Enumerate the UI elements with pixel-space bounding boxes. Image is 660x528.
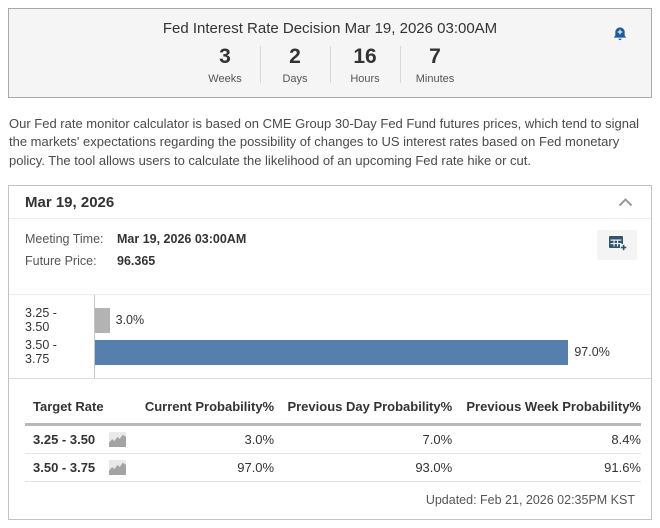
prev-day-probability-value: 93.0% [274,453,453,483]
sparkline-icon [109,432,127,450]
countdown-hours-value: 16 [353,45,377,68]
sparkline-icon [109,460,127,478]
countdown-minutes-unit: Minutes [415,73,455,85]
countdown-hours: 16 Hours [331,44,400,85]
header-prev-week-probability: Previous Week Probability% [452,391,641,427]
table-row: 3.50 - 3.75 97.0% [25,453,641,483]
prev-day-probability-value: 7.0% [274,424,453,455]
meeting-time-row: Meeting Time: Mar 19, 2026 03:00AM [25,232,635,246]
countdown-days: 2 Days [261,44,330,85]
probability-bar [95,339,569,365]
collapse-button[interactable] [616,196,635,209]
bar-value-label: 97.0% [574,345,610,360]
add-alert-button[interactable] [609,24,631,46]
event-countdown-box: Fed Interest Rate Decision Mar 19, 2026 … [8,8,652,98]
countdown-divider [259,46,261,83]
header-target-rate: Target Rate [25,391,135,427]
meeting-card: Mar 19, 2026 Meeting Time: Mar 19, 2026 … [8,185,652,521]
open-chart-button[interactable] [109,432,127,450]
tool-description: Our Fed rate monitor calculator is based… [9,116,640,168]
chart-axis-line [94,295,95,379]
bell-plus-icon [612,26,628,45]
countdown: 3 Weeks 2 Days 16 Hours 7 Minutes [9,44,651,85]
target-rate-value: 3.50 - 3.75 [33,460,96,476]
future-price-label: Future Price: [25,254,97,269]
countdown-minutes: 7 Minutes [401,44,470,85]
countdown-days-unit: Days [282,73,308,85]
card-title: Mar 19, 2026 [25,194,115,212]
countdown-weeks-unit: Weeks [208,73,242,85]
bar-category-label: 3.50 - 3.75 [25,338,57,367]
prev-week-probability-value: 8.4% [452,424,641,455]
chevron-up-icon [618,195,633,210]
current-probability-value: 3.0% [134,424,275,455]
bar-row-2: 3.50 - 3.75 97.0% [9,336,651,368]
bar-value-label: 3.0% [115,313,145,328]
target-rate-value: 3.25 - 3.50 [33,432,96,448]
header-current-probability: Current Probability% [134,391,275,427]
bar-row-1: 3.25 - 3.50 3.0% [9,304,651,336]
countdown-divider [399,46,401,83]
countdown-days-value: 2 [289,45,301,68]
probability-table: Target Rate Current Probability% Previou… [25,391,641,483]
countdown-minutes-value: 7 [429,45,441,68]
prev-week-probability-value: 91.6% [452,453,641,483]
countdown-hours-unit: Hours [350,73,380,85]
add-to-calendar-button[interactable] [597,230,637,261]
header-prev-day-probability: Previous Day Probability% [274,391,453,427]
countdown-weeks: 3 Weeks [191,44,260,85]
calendar-plus-icon [608,235,627,255]
event-title: Fed Interest Rate Decision Mar 19, 2026 … [162,20,498,37]
meeting-time-value: Mar 19, 2026 03:00AM [117,232,247,247]
current-probability-value: 97.0% [134,453,275,483]
table-row: 3.25 - 3.50 3.0% [25,424,641,455]
bar-category-label: 3.25 - 3.50 [25,306,57,335]
probability-bar [95,307,110,333]
meeting-time-label: Meeting Time: [25,232,104,247]
open-chart-button[interactable] [109,460,127,478]
future-price-value: 96.365 [117,254,156,269]
card-header[interactable]: Mar 19, 2026 [9,186,651,220]
probability-bar-chart: 3.25 - 3.50 3.0% 3.50 - 3.75 97.0% [9,294,651,380]
updated-timestamp: Updated: Feb 21, 2026 02:35PM KST [425,493,635,508]
meeting-info: Meeting Time: Mar 19, 2026 03:00AM Futur… [9,219,651,282]
countdown-divider [329,46,331,83]
countdown-weeks-value: 3 [219,45,231,68]
future-price-row: Future Price: 96.365 [25,254,635,268]
table-header-row: Target Rate Current Probability% Previou… [25,391,641,427]
